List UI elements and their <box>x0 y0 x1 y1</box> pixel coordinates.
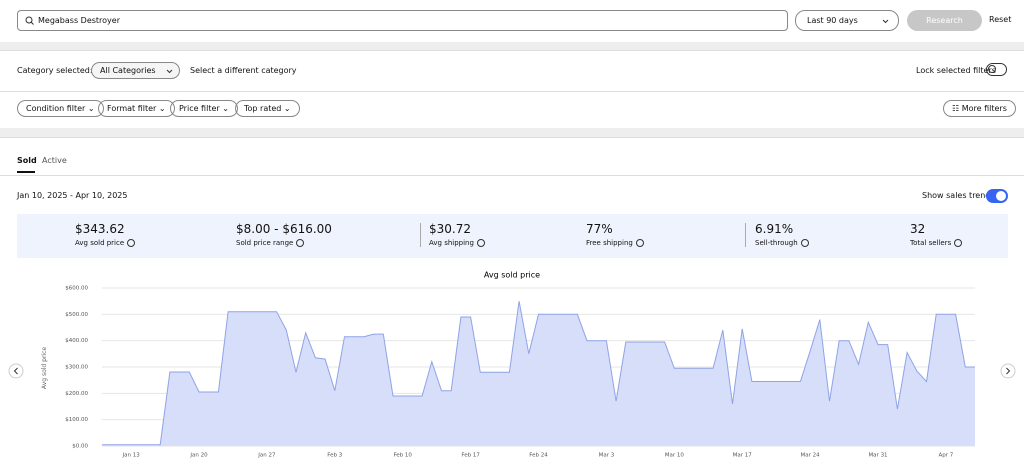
category-pill[interactable]: All Categories <box>91 62 180 79</box>
stat-label: Sold price range <box>236 239 305 247</box>
filter-button[interactable]: Top rated ⌄ <box>235 100 300 117</box>
x-tick-label: Feb 3 <box>327 453 342 459</box>
stat-value: 32 <box>910 222 926 236</box>
category-label: Category selected: <box>17 66 93 75</box>
stat-label: Sell-through <box>755 239 809 247</box>
x-tick-label: Mar 31 <box>868 453 887 459</box>
x-tick-label: Feb 24 <box>529 453 548 459</box>
x-tick-label: Jan 13 <box>121 453 140 459</box>
x-tick-label: Jan 27 <box>257 453 276 459</box>
x-tick-label: Feb 10 <box>393 453 412 459</box>
reset-link[interactable]: Reset <box>989 15 1012 24</box>
filter-button[interactable]: Format filter ⌄ <box>98 100 175 117</box>
x-tick-label: Mar 17 <box>733 453 753 459</box>
x-tick-label: Apr 7 <box>939 453 954 459</box>
y-tick-label: $0.00 <box>72 444 88 450</box>
stat-value: $8.00 - $616.00 <box>236 222 332 236</box>
divider <box>0 137 1024 138</box>
y-tick-label: $400.00 <box>65 338 88 344</box>
divider <box>0 128 1024 137</box>
stat-value: 77% <box>586 222 613 236</box>
search-box[interactable]: Megabass Destroyer <box>17 10 788 31</box>
stat-value: 6.91% <box>755 222 794 236</box>
area <box>102 301 975 446</box>
stat-label: Total sellers <box>910 239 963 247</box>
stat-label: Avg sold price <box>75 239 136 247</box>
divider <box>0 50 1024 51</box>
y-tick-label: $600.00 <box>65 286 88 292</box>
x-tick-label: Jan 20 <box>189 453 208 459</box>
lock-toggle[interactable] <box>986 63 1007 76</box>
lock-label: Lock selected filters <box>916 66 996 75</box>
y-tick-label: $300.00 <box>65 365 88 371</box>
y-tick-label: $100.00 <box>65 417 88 423</box>
separator <box>420 223 421 247</box>
stats-band <box>17 214 1008 258</box>
range-dropdown[interactable]: Last 90 days <box>795 10 899 31</box>
filter-button[interactable]: Price filter ⌄ <box>170 100 238 117</box>
x-tick-label: Feb 17 <box>461 453 480 459</box>
range-label: Last 90 days <box>807 16 858 25</box>
filter-label: Price filter <box>179 104 220 113</box>
divider <box>0 42 1024 50</box>
stat-label-text: Sell-through <box>755 239 798 247</box>
stat-label: Free shipping <box>586 239 644 247</box>
change-category[interactable]: Select a different category <box>190 66 297 75</box>
y-tick-label: $500.00 <box>65 312 88 318</box>
filter-label: Condition filter <box>26 104 86 113</box>
chart: Avg sold price Avg sold price $0.00 $100.… <box>8 271 1016 459</box>
tab-active[interactable]: Active <box>42 156 67 165</box>
separator <box>745 223 746 247</box>
stat-label-text: Sold price range <box>236 239 294 247</box>
stat-label-text: Free shipping <box>586 239 633 247</box>
prev-arrow[interactable] <box>8 363 24 379</box>
line <box>102 301 975 446</box>
search-icon <box>25 16 34 25</box>
divider <box>0 175 1024 176</box>
filter-label: Format filter <box>107 104 157 113</box>
x-tick-label: Mar 10 <box>665 453 685 459</box>
search-query: Megabass Destroyer <box>38 16 121 25</box>
stat-label-text: Avg sold price <box>75 239 125 247</box>
trends-toggle[interactable] <box>986 189 1008 203</box>
research-button[interactable]: Research <box>907 10 982 31</box>
y-tick-label: $200.00 <box>65 391 88 397</box>
tab-sold[interactable]: Sold <box>17 156 37 165</box>
trends-label: Show sales trends <box>922 191 995 200</box>
stat-label: Avg shipping <box>429 239 485 247</box>
tab-underline <box>17 171 35 173</box>
next-arrow[interactable] <box>1000 363 1016 379</box>
prev-icon <box>13 367 18 375</box>
date-range: Jan 10, 2025 - Apr 10, 2025 <box>17 191 128 200</box>
chart-title: Avg sold price <box>484 271 540 280</box>
stat-value: $343.62 <box>75 222 125 236</box>
divider <box>0 91 1024 92</box>
filter-button[interactable]: Condition filter ⌄ <box>17 100 104 117</box>
more-label: More filters <box>961 104 1007 113</box>
filter-label: Top rated <box>244 104 282 113</box>
chevron <box>882 19 889 24</box>
x-tick-label: Mar 3 <box>599 453 615 459</box>
y-axis-label: Avg sold price <box>41 347 48 389</box>
more-filters[interactable]: ☷ More filters <box>943 100 1016 117</box>
x-tick-label: Mar 24 <box>801 453 821 459</box>
stat-label-text: Total sellers <box>910 239 952 247</box>
chevron <box>166 69 173 74</box>
stat-value: $30.72 <box>429 222 471 236</box>
category-value: All Categories <box>100 66 156 75</box>
next-icon <box>1006 367 1011 375</box>
stat-label-text: Avg shipping <box>429 239 474 247</box>
